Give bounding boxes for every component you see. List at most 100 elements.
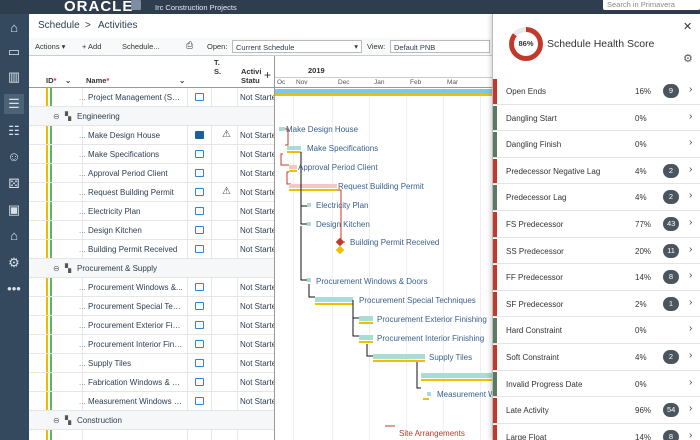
activity-status[interactable]: Not Starte bbox=[240, 245, 275, 254]
chart-icon[interactable]: ▥ bbox=[7, 69, 21, 84]
schedule-button[interactable]: Schedule... bbox=[122, 42, 160, 51]
table-row[interactable]: ... Electricity Plan Not Starte bbox=[29, 202, 274, 221]
comment-icon[interactable] bbox=[195, 283, 204, 291]
activity-name[interactable]: Make Specifications bbox=[88, 150, 160, 159]
chevron-right-icon[interactable]: › bbox=[689, 243, 693, 255]
chevron-right-icon[interactable]: › bbox=[689, 270, 693, 282]
activity-name[interactable]: Procurement Exterior Finis... bbox=[88, 321, 184, 330]
metric-row[interactable]: Dangling Finish 0% › bbox=[493, 131, 700, 158]
activity-status[interactable]: Not Starte bbox=[240, 321, 275, 330]
chevron-right-icon[interactable]: › bbox=[689, 429, 693, 440]
col-id-chevron-icon[interactable]: ⌄ bbox=[65, 76, 72, 85]
add-button[interactable]: + Add bbox=[82, 42, 102, 51]
activity-status[interactable]: Not Starte bbox=[240, 397, 275, 406]
activity-status[interactable]: Not Starte bbox=[240, 150, 275, 159]
comment-icon[interactable] bbox=[195, 397, 204, 405]
print-icon[interactable]: ⎙ bbox=[186, 40, 194, 50]
comment-icon[interactable] bbox=[195, 207, 204, 215]
table-row[interactable]: ... Make Specifications Not Starte bbox=[29, 145, 275, 164]
dice-icon[interactable]: ⚄ bbox=[8, 176, 20, 191]
metric-row[interactable]: Hard Constraint 0% › bbox=[493, 317, 700, 344]
comment-icon[interactable] bbox=[195, 359, 204, 367]
comment-icon[interactable] bbox=[195, 131, 204, 139]
table-row[interactable]: ... Supply Tiles Not Starte bbox=[29, 354, 275, 373]
chevron-right-icon[interactable]: › bbox=[689, 350, 693, 361]
metric-row[interactable]: SS Predecessor 20% 11 › bbox=[493, 238, 700, 265]
activity-status[interactable]: Not Starte bbox=[240, 131, 275, 140]
activity-status[interactable]: Not Starte bbox=[240, 226, 275, 235]
activity-status[interactable]: Not Starte bbox=[240, 302, 275, 311]
settings-gear-icon[interactable]: ⚙ bbox=[683, 53, 693, 65]
app-icon[interactable] bbox=[131, 0, 141, 10]
collapse-icon[interactable]: ⊖ bbox=[53, 416, 60, 425]
row-id[interactable]: ... bbox=[79, 188, 86, 197]
row-id[interactable]: ... bbox=[79, 397, 86, 406]
chevron-right-icon[interactable]: › bbox=[689, 296, 693, 308]
row-id[interactable]: ... bbox=[79, 131, 86, 140]
activity-name[interactable]: Project Management (Sup... bbox=[88, 93, 184, 102]
metric-row[interactable]: Predecessor Lag 4% 2 › bbox=[493, 184, 700, 211]
activity-name[interactable]: Fabrication Windows & D... bbox=[88, 378, 184, 387]
activity-name[interactable]: Approval Period Client bbox=[88, 169, 168, 178]
chevron-right-icon[interactable]: › bbox=[689, 217, 693, 228]
activity-status[interactable]: Not Starte bbox=[240, 359, 275, 368]
view-select[interactable]: Default PNB bbox=[390, 40, 490, 53]
metric-row[interactable]: Predecessor Negative Lag 4% 2 › bbox=[493, 158, 700, 185]
project-name[interactable]: Irc Construction Projects bbox=[155, 3, 237, 12]
table-row[interactable]: ... Approval Period Client Not Starte bbox=[29, 164, 275, 183]
people-icon[interactable]: ☺ bbox=[7, 149, 21, 164]
search-input[interactable]: Search in Primavera bbox=[603, 0, 700, 10]
metric-row[interactable]: FS Predecessor 77% 43 › bbox=[493, 211, 700, 238]
table-row[interactable]: ... Design Kitchen Not Starte bbox=[29, 221, 275, 240]
activity-name[interactable]: Procurement Interior Finis... bbox=[88, 340, 184, 349]
row-id[interactable]: ... bbox=[79, 169, 86, 178]
table-row[interactable]: ... Procurement Interior Finis... Not Star… bbox=[29, 335, 274, 354]
metric-row[interactable]: Invalid Progress Date 0% › bbox=[493, 371, 700, 398]
actions-menu[interactable]: Actions ▾ bbox=[35, 42, 66, 51]
table-row[interactable]: ... Procurement Windows &... Not Starte bbox=[29, 278, 274, 297]
activities-icon[interactable]: ☰ bbox=[4, 94, 24, 114]
collapse-icon[interactable]: ⊖ bbox=[53, 264, 60, 273]
breadcrumb-schedule[interactable]: Schedule bbox=[38, 20, 80, 31]
activity-status[interactable]: Not Starte bbox=[240, 93, 275, 102]
table-row[interactable]: ... Measurement Windows &... Not Starte bbox=[29, 392, 275, 411]
chevron-right-icon[interactable]: › bbox=[689, 110, 693, 122]
metric-row[interactable]: Open Ends 16% 9 › bbox=[493, 78, 700, 105]
row-id[interactable]: ... bbox=[79, 359, 86, 368]
comment-icon[interactable] bbox=[195, 150, 204, 158]
activity-name[interactable]: Supply Tiles bbox=[88, 359, 132, 368]
metric-row[interactable]: SF Predecessor 2% 1 › bbox=[493, 291, 700, 318]
activity-status[interactable]: Not Starte bbox=[240, 169, 275, 178]
group-row[interactable]: ⊖ ▚ Engineering bbox=[29, 107, 274, 126]
activity-name[interactable]: Procurement Special Tech... bbox=[88, 302, 184, 311]
col-ts-header[interactable]: T. S. bbox=[214, 58, 222, 76]
comment-icon[interactable] bbox=[195, 302, 204, 310]
gantt-chart[interactable]: 2019 Oc Nov Dec Jan Feb Mar bbox=[275, 56, 492, 440]
row-id[interactable]: ... bbox=[79, 340, 86, 349]
activity-name[interactable]: Procurement Windows &... bbox=[88, 283, 183, 292]
warning-icon[interactable]: ⚠ bbox=[222, 186, 231, 197]
comment-icon[interactable] bbox=[195, 93, 204, 101]
table-row[interactable]: ... Project Management (Sup... Not Starte bbox=[29, 88, 275, 107]
comment-icon[interactable] bbox=[195, 245, 204, 253]
chevron-right-icon[interactable]: › bbox=[689, 403, 693, 415]
col-name-chevron-icon[interactable]: ⌄ bbox=[179, 76, 186, 85]
activity-name[interactable]: Request Building Permit bbox=[88, 188, 174, 197]
open-select[interactable]: Current Schedule ▾ bbox=[232, 40, 362, 53]
group-row[interactable]: ⊖ ▚ Construction bbox=[29, 411, 274, 430]
row-id[interactable]: ... bbox=[79, 302, 86, 311]
group-row[interactable]: ⊖ ▚ Procurement & Supply bbox=[29, 259, 274, 278]
comment-icon[interactable] bbox=[195, 226, 204, 234]
comment-icon[interactable] bbox=[195, 378, 204, 386]
row-id[interactable]: ... bbox=[79, 93, 86, 102]
comment-icon[interactable] bbox=[195, 169, 204, 177]
comment-icon[interactable] bbox=[195, 188, 204, 196]
row-id[interactable]: ... bbox=[79, 378, 86, 387]
collapse-icon[interactable]: ⊖ bbox=[53, 112, 60, 121]
chevron-right-icon[interactable]: › bbox=[689, 137, 693, 149]
table-row[interactable]: ... Fabrication Windows & D... Not Starte bbox=[29, 373, 274, 392]
table-row[interactable]: ... Building Permit Received Not Starte bbox=[29, 240, 275, 259]
activity-name[interactable]: Electricity Plan bbox=[88, 207, 141, 216]
more-icon[interactable]: ••• bbox=[7, 281, 21, 296]
row-id[interactable]: ... bbox=[79, 207, 86, 216]
